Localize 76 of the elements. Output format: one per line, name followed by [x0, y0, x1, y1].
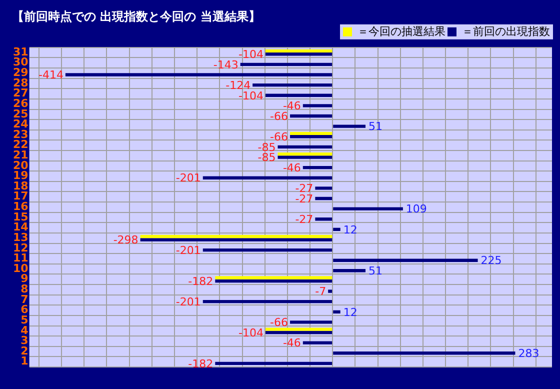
data-label: -46 [282, 161, 301, 174]
data-label: -201 [176, 244, 201, 257]
bar [333, 124, 366, 128]
y-tick-label: 4 [20, 324, 29, 337]
y-tick-label: 22 [12, 138, 28, 152]
data-label: -414 [38, 68, 64, 82]
bar [215, 362, 332, 366]
bar [215, 279, 332, 283]
bar [333, 310, 340, 314]
y-tick-label: 25 [12, 107, 28, 120]
bar [333, 269, 366, 272]
bar [65, 73, 332, 76]
bar [290, 114, 332, 118]
legend-label: ＝前回の出現指数 [462, 24, 550, 38]
bar [333, 228, 340, 232]
chart-title: 【前回時点での 出現指数と今回の 当選結果】 [12, 9, 260, 24]
bar [333, 352, 516, 355]
data-label: 51 [368, 120, 383, 134]
data-label: -201 [176, 295, 201, 308]
bar [315, 186, 332, 190]
bar [328, 290, 332, 293]
bar [252, 83, 332, 87]
bar [278, 145, 332, 149]
data-label: -143 [213, 58, 238, 72]
y-tick-label: 1 [20, 354, 28, 368]
y-tick-label: 9 [20, 272, 28, 286]
bar [302, 166, 332, 170]
data-label: 12 [343, 223, 358, 236]
bar [265, 330, 332, 334]
y-tick-label: 30 [12, 56, 29, 69]
bar [278, 156, 332, 159]
bar [315, 196, 332, 200]
bar [215, 276, 332, 280]
data-label: -46 [282, 336, 301, 350]
bar [278, 152, 332, 156]
data-label: -27 [295, 212, 314, 226]
data-label: -182 [188, 274, 214, 288]
data-label: -201 [176, 172, 201, 185]
data-label: -85 [258, 151, 276, 164]
bar [302, 341, 332, 344]
data-label: -104 [238, 48, 264, 62]
data-label: -124 [226, 78, 251, 92]
data-label: -104 [238, 326, 264, 340]
y-tick-label: 12 [12, 241, 28, 254]
bar [265, 94, 332, 97]
bar [302, 104, 332, 108]
data-label: -7 [315, 285, 326, 298]
data-label: -85 [258, 140, 276, 154]
bar [333, 207, 403, 210]
data-label: -298 [113, 234, 138, 247]
bar [265, 328, 332, 331]
data-label: 225 [480, 254, 502, 268]
data-label: 109 [406, 202, 427, 216]
legend-label: ＝今回の抽選結果 [358, 24, 446, 38]
bar [202, 248, 332, 252]
bar [140, 238, 332, 242]
data-label: -66 [270, 316, 288, 330]
bar [140, 234, 332, 238]
bar [202, 300, 332, 304]
bar [290, 135, 332, 138]
data-label: -104 [238, 89, 264, 102]
data-label: -66 [270, 130, 288, 144]
y-tick-label: 31 [12, 45, 28, 58]
data-label: 12 [343, 306, 358, 319]
bar [265, 52, 332, 56]
bar [202, 176, 332, 180]
bar [290, 320, 332, 324]
data-label: 283 [518, 346, 540, 360]
bar [240, 62, 332, 66]
bar [315, 218, 332, 221]
bar [265, 49, 332, 53]
bar [333, 258, 478, 262]
data-label: 51 [368, 264, 383, 278]
data-label: -182 [188, 357, 214, 370]
y-tick-label: 17 [12, 190, 28, 203]
bar [290, 132, 332, 136]
